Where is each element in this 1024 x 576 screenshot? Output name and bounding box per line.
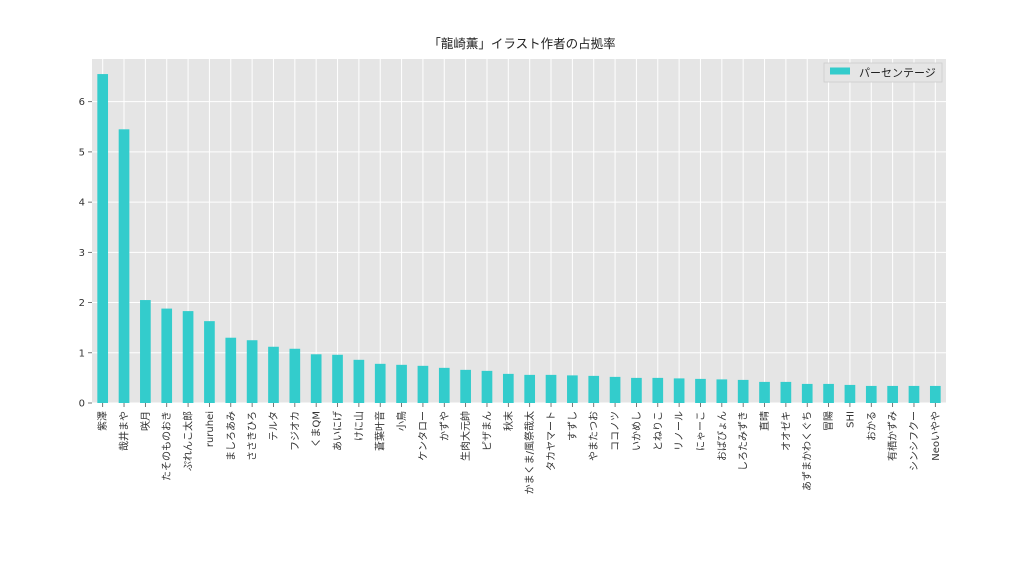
x-tick-label: くまQM <box>311 411 323 448</box>
x-tick-label: ぷれんこ太郎 <box>182 411 195 471</box>
x-tick-label: 生肉大元帥 <box>459 411 472 461</box>
x-tick-label: かずや <box>439 411 451 441</box>
bar-23 <box>567 375 578 403</box>
x-tick-label: すずし <box>567 411 579 441</box>
legend: パーセンテージ <box>823 62 943 83</box>
bars <box>97 74 941 403</box>
bar-37 <box>865 385 877 403</box>
bar-15 <box>396 364 407 403</box>
bar-24 <box>588 375 600 403</box>
bar-30 <box>716 379 728 403</box>
x-tick-label: おかる <box>866 411 878 441</box>
bar-20 <box>502 373 514 403</box>
x-tick-label: おばぴょん <box>716 411 728 461</box>
chart-title: 「龍崎薫」イラスト作者の占拠率 <box>428 36 615 51</box>
y-tick-label: 3 <box>79 248 85 259</box>
x-tick-label: オオゼキ <box>780 411 792 451</box>
bar-12 <box>332 354 343 403</box>
x-tick-label: 蒼葉叶音 <box>374 411 387 451</box>
legend-swatch <box>830 67 850 75</box>
x-tick-label: 秋末 <box>502 411 515 431</box>
bar-10 <box>289 348 301 403</box>
x-tick-label: 冒陽 <box>823 411 835 431</box>
bar-31 <box>737 379 749 403</box>
x-tick-label: フジオカ <box>289 411 301 451</box>
x-tick-label: たそのものおき <box>161 411 173 481</box>
x-tick-label: ケンタロー <box>417 411 429 461</box>
bar-1 <box>97 74 109 403</box>
bar-14 <box>374 363 386 403</box>
bar-8 <box>246 340 258 403</box>
bar-33 <box>780 381 792 403</box>
x-tick-label: シンシフクー <box>908 411 920 471</box>
x-tick-label: ささきひろ <box>247 411 259 461</box>
x-tick-label: あいにげ <box>332 411 344 451</box>
x-tick-label: いかめし <box>631 411 643 451</box>
x-tick-label: にゃーこ <box>695 411 707 451</box>
legend-label: パーセンテージ <box>859 67 936 80</box>
bar-34 <box>801 383 813 403</box>
x-tick-label: とねりこ <box>652 411 664 451</box>
x-tick-label: けに山 <box>353 411 365 441</box>
y-tick-label: 5 <box>79 147 85 158</box>
bar-16 <box>417 365 429 403</box>
bar-25 <box>609 376 621 403</box>
x-tick-label: リノール <box>675 411 686 451</box>
y-tick-label: 2 <box>79 298 85 309</box>
x-tick-label: 咲月 <box>139 411 152 431</box>
bar-4 <box>161 308 173 403</box>
x-tick-label: 有栖かずみ <box>886 411 899 461</box>
bar-7 <box>225 337 237 403</box>
bar-29 <box>695 378 706 403</box>
y-tick-label: 6 <box>79 97 85 108</box>
x-tick-label: ましろあみ <box>225 411 237 461</box>
bar-2 <box>118 129 130 403</box>
x-tick-label: ピザまん <box>481 411 493 451</box>
x-tick-label: やまたつお <box>588 411 600 461</box>
x-tick-label: ruruhei <box>205 411 216 447</box>
bar-39 <box>908 385 920 403</box>
y-axis-ticks: 0 1 2 3 4 5 6 <box>79 97 92 410</box>
bar-32 <box>759 381 770 403</box>
x-tick-label: Neoいやや <box>930 411 942 461</box>
x-tick-label: 小鳥 <box>395 411 408 431</box>
y-tick-label: 1 <box>79 348 85 359</box>
bar-6 <box>204 321 215 403</box>
x-tick-label: タカヤマート <box>546 411 558 471</box>
y-tick-label: 0 <box>79 399 85 410</box>
bar-26 <box>631 377 642 403</box>
x-axis-ticks: 紫澤 哉井まや 咲月 たそのものおき ぷれんこ太郎 ruruhei ましろあみ ささきひろ テル… <box>97 403 942 494</box>
bar-19 <box>481 370 493 403</box>
x-tick-label: テルタ <box>268 411 280 441</box>
y-tick-label: 4 <box>79 198 85 209</box>
bar-9 <box>268 346 279 403</box>
bar-21 <box>524 374 536 403</box>
x-tick-label: 哉井まや <box>118 411 131 451</box>
bar-36 <box>844 384 856 403</box>
x-tick-label: SHI <box>845 411 856 428</box>
bar-18 <box>460 369 471 403</box>
bar-11 <box>310 354 322 403</box>
x-tick-label: あずまかわくぐち <box>802 411 814 491</box>
bar-35 <box>823 383 834 403</box>
x-tick-label: かまくま/風祭哉太 <box>523 411 536 494</box>
bar-5 <box>182 311 194 403</box>
x-tick-label: 紫澤 <box>97 411 109 431</box>
bar-28 <box>673 378 685 403</box>
x-tick-label: しろたみずき <box>738 411 750 471</box>
bar-27 <box>652 377 664 403</box>
x-tick-label: ココノツ <box>611 411 622 451</box>
plot-area <box>92 59 946 403</box>
bar-17 <box>438 367 450 403</box>
bar-22 <box>545 374 557 403</box>
bar-3 <box>140 300 151 403</box>
bar-38 <box>887 385 898 403</box>
x-tick-label: 直晴 <box>758 411 771 431</box>
legend-box <box>823 62 943 83</box>
bar-13 <box>353 359 365 403</box>
bar-40 <box>929 385 941 403</box>
